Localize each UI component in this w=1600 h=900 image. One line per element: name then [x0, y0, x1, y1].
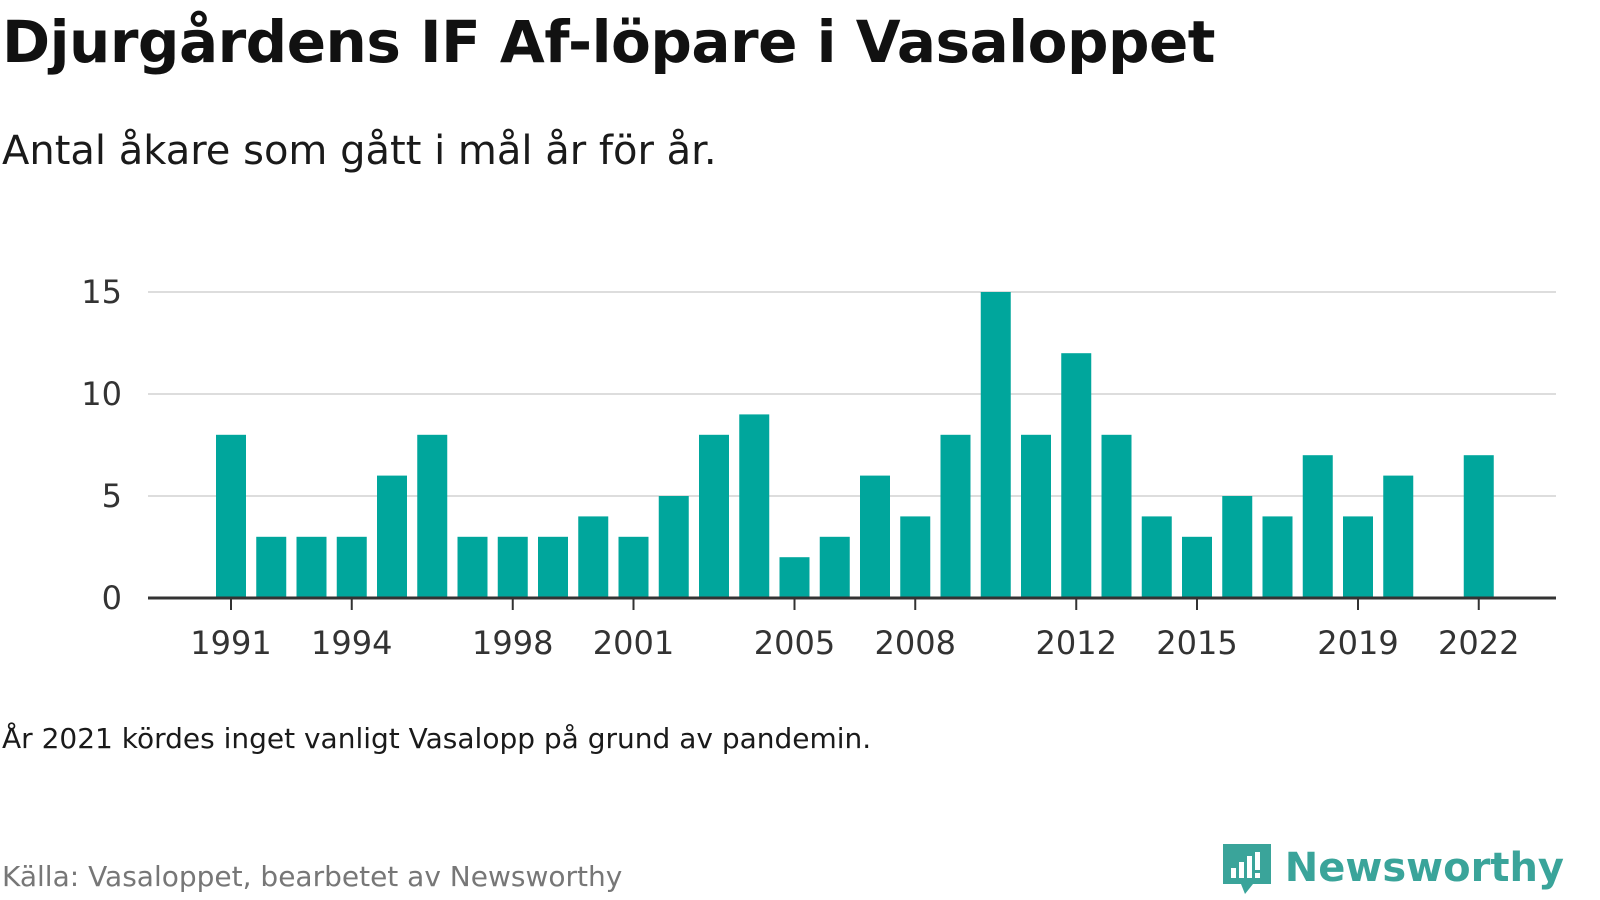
bars	[216, 292, 1494, 598]
bar	[457, 536, 488, 598]
x-tick-label: 2005	[754, 624, 835, 662]
bar	[1182, 536, 1212, 598]
bar	[578, 516, 609, 598]
y-tick-label: 10	[81, 375, 122, 413]
bar	[296, 536, 327, 598]
bar	[216, 434, 246, 598]
bar	[739, 414, 770, 598]
x-tick-label: 2019	[1317, 624, 1398, 662]
x-tick-label: 1994	[311, 624, 392, 662]
y-axis-labels: 0 5 10 15	[81, 273, 122, 617]
bar	[1021, 434, 1051, 598]
brand-logo: Newsworthy	[1219, 840, 1564, 896]
x-tick-label: 2008	[875, 624, 956, 662]
bar	[1463, 455, 1494, 598]
bar	[377, 475, 407, 598]
source-credit: Källa: Vasaloppet, bearbetet av Newswort…	[2, 860, 623, 893]
chart-title: Djurgårdens IF Af-löpare i Vasaloppet	[2, 8, 1216, 76]
bar	[779, 557, 810, 598]
x-axis-ticks	[230, 598, 1480, 610]
x-axis-labels: 1991 1994 1998 2001 2005 2008 2012 2015 2019 2022	[190, 624, 1519, 662]
bar-chart-speech-bubble-icon	[1222, 844, 1271, 894]
footnote: År 2021 kördes inget vanligt Vasalopp på…	[2, 722, 872, 755]
bar	[1302, 455, 1333, 598]
bar	[336, 536, 367, 598]
x-tick-label: 1998	[472, 624, 553, 662]
y-gridlines	[148, 291, 1556, 497]
bar	[1262, 516, 1293, 598]
chart-subtitle: Antal åkare som gått i mål år för år.	[2, 128, 717, 174]
bar	[256, 536, 287, 598]
brand-name: Newsworthy	[1284, 845, 1564, 891]
bar	[658, 496, 689, 598]
bar	[699, 434, 729, 598]
bar	[1222, 496, 1253, 598]
bar	[900, 516, 931, 598]
bar	[1061, 353, 1092, 598]
y-tick-label: 5	[102, 477, 122, 515]
x-tick-label: 1991	[190, 624, 271, 662]
y-tick-label: 15	[81, 273, 122, 311]
bar	[1343, 516, 1373, 598]
bar	[819, 536, 850, 598]
bar	[417, 434, 448, 598]
x-tick-label: 2015	[1156, 624, 1237, 662]
bar	[497, 536, 528, 598]
bar	[980, 292, 1011, 598]
bar	[860, 475, 890, 598]
y-tick-label: 0	[102, 579, 122, 617]
bar-chart: 0 5 10 15 1991 1994 1998 2001 2005 2008 2012 2015 2…	[81, 273, 1556, 662]
bar	[1141, 516, 1172, 598]
x-tick-label: 2012	[1036, 624, 1117, 662]
bar	[1101, 434, 1132, 598]
bar	[538, 536, 568, 598]
bar	[1383, 475, 1414, 598]
x-tick-label: 2022	[1438, 624, 1519, 662]
x-tick-label: 2001	[593, 624, 674, 662]
bar	[618, 536, 649, 598]
bar	[940, 434, 971, 598]
